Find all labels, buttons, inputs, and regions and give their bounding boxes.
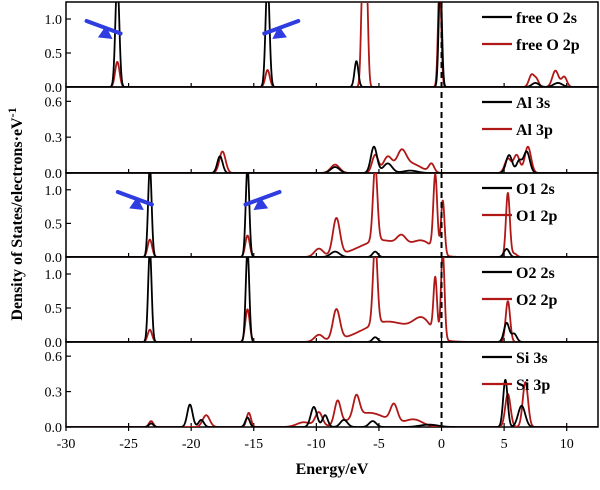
panel-o1: 0.0 0.5 1.0 O1 2s O1 2p: [45, 172, 599, 266]
panel-o2-curves: [66, 257, 598, 342]
panel-al-series-s: [66, 145, 598, 173]
panel-al: 0.0 0.3 0.6 Al 3s Al 3p: [45, 86, 599, 182]
panel-free-o: 0.0 0.5 1.0 free O 2s free O 2p: [45, 1, 599, 96]
xtick-label: -10: [307, 437, 326, 452]
panel-al-curves: [66, 145, 598, 173]
panel-free-o-arrow: [84, 19, 123, 39]
legend-label-p: Si 3p: [516, 377, 550, 394]
panel-al-ytick-label: 0.3: [45, 131, 63, 146]
legend-label-p: Al 3p: [516, 122, 553, 139]
panel-si-legend: Si 3s Si 3p: [482, 350, 550, 394]
panel-si-series-s: [66, 378, 598, 427]
xtick-label: 5: [501, 437, 508, 452]
legend-label-p: O1 2p: [516, 208, 557, 225]
panel-si-ytick-label: 0.6: [45, 350, 63, 365]
panel-free-o-ytick-label: 0.5: [45, 47, 63, 62]
panel-si-ytick-label: 0.3: [45, 386, 63, 401]
x-axis-label: Energy/eV: [296, 461, 369, 478]
panel-o1-ytick-label: 0.0: [45, 251, 63, 266]
panel-free-o-ytick-label: 1.0: [45, 13, 63, 28]
legend-label-p: O2 2p: [516, 292, 557, 309]
panel-o1-series-s: [66, 173, 598, 257]
xtick-label: 0: [438, 437, 445, 452]
xtick-label: -15: [244, 437, 263, 452]
panel-o2-series-s: [66, 257, 598, 342]
panel-o2-ytick-label: 1.0: [45, 268, 63, 283]
panel-o1-arrow: [243, 190, 282, 210]
panel-o2-ytick-label: 0.5: [45, 302, 63, 317]
arrow-shaft: [115, 190, 154, 207]
arrow-head: [97, 25, 113, 39]
y-axis-label: Density of States/electrons·eV-1: [5, 107, 26, 320]
y-axis-label-exponent: -1: [5, 107, 19, 117]
panel-si: 0.0 0.3 0.6 Si 3s Si 3p: [45, 341, 599, 436]
xtick-label: -25: [119, 437, 138, 452]
panels-layer: 0.0 0.5 1.0 free O 2s free O 2p 0.0 0.3 0.6 Al 3…: [45, 1, 599, 436]
y-axis-label-main: Density of States/electrons·eV: [9, 117, 26, 321]
legend-label-s: free O 2s: [516, 10, 577, 27]
panel-free-o-ytick-label: 0.0: [45, 81, 63, 96]
panel-si-ytick-label: 0.0: [45, 421, 63, 436]
panel-o1-arrow: [115, 190, 154, 210]
legend-label-s: Al 3s: [516, 95, 550, 112]
panel-si-curves: [66, 378, 598, 427]
arrow-shaft: [262, 19, 301, 36]
panel-o1-legend: O1 2s O1 2p: [482, 181, 557, 225]
arrow-shaft: [243, 190, 282, 207]
xtick-label: -20: [182, 437, 201, 452]
arrow-head: [129, 196, 144, 210]
panel-o1-curves: [66, 173, 598, 257]
arrow-head: [272, 25, 287, 39]
panel-o1-ytick-label: 0.5: [45, 217, 63, 232]
xtick-label: 10: [560, 437, 574, 452]
legend-label-s: O2 2s: [516, 265, 555, 282]
panel-al-legend: Al 3s Al 3p: [482, 95, 553, 139]
panel-al-ytick-label: 0.6: [45, 95, 63, 110]
legend-label-s: O1 2s: [516, 181, 555, 198]
xtick-label: -5: [373, 437, 385, 452]
arrow-head: [253, 196, 269, 210]
arrow-shaft: [84, 19, 123, 36]
panel-al-ytick-label: 0.0: [45, 167, 63, 182]
panel-free-o-arrow: [262, 19, 301, 39]
panel-al-series-p: [66, 145, 598, 173]
panel-free-o-legend: free O 2s free O 2p: [482, 10, 580, 54]
panel-o2-legend: O2 2s O2 2p: [482, 265, 557, 309]
panel-o2-ytick-label: 0.0: [45, 336, 63, 351]
legend-label-s: Si 3s: [516, 350, 548, 367]
x-axis: -30 -25 -20 -15 -10 -5 0 5 10: [57, 427, 574, 452]
panel-o2: 0.0 0.5 1.0 O2 2s O2 2p: [45, 256, 599, 351]
legend-label-p: free O 2p: [516, 37, 580, 54]
xtick-label: -30: [57, 437, 76, 452]
panel-o1-ytick-label: 1.0: [45, 184, 63, 199]
